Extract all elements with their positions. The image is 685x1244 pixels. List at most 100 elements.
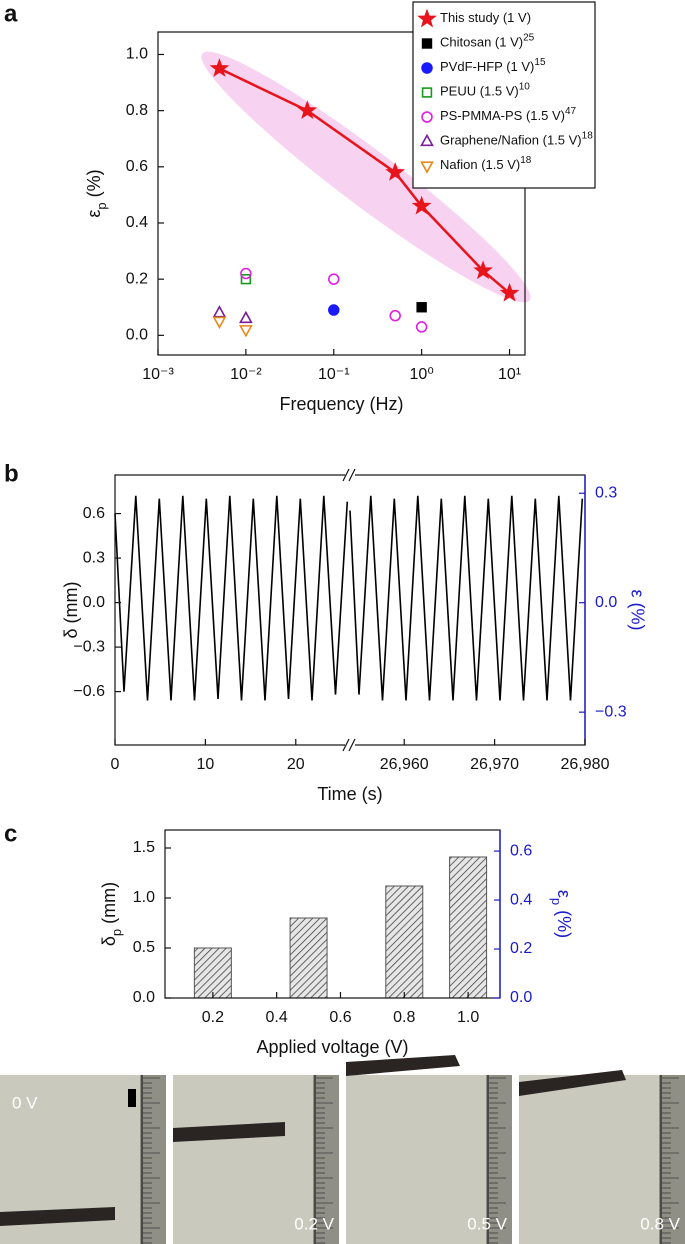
bar bbox=[385, 885, 424, 999]
bar bbox=[449, 856, 488, 999]
marker bbox=[240, 267, 252, 280]
bar bbox=[193, 947, 232, 999]
legend-box bbox=[412, 1, 596, 189]
x-tick-label: 0 bbox=[111, 756, 120, 773]
axis-break-gap bbox=[345, 472, 355, 478]
legend-label: PVdF-HFP (1 V)15 bbox=[440, 57, 546, 74]
plot-frame bbox=[157, 31, 526, 356]
y-tick-label: 0.3 bbox=[83, 549, 105, 566]
actuator-strip bbox=[519, 1070, 626, 1096]
y2-tick-label: 0.6 bbox=[510, 842, 532, 859]
label-part: (%) bbox=[554, 905, 574, 938]
label-part: (mm) bbox=[99, 882, 119, 929]
signal-line bbox=[114, 495, 584, 701]
marker bbox=[416, 302, 427, 313]
x-tick-label: 10¹ bbox=[498, 366, 521, 383]
y-tick-label: 0.5 bbox=[133, 939, 155, 956]
photo-label: 0.2 V bbox=[294, 1214, 334, 1233]
x-axis-title: Frequency (Hz) bbox=[279, 394, 403, 414]
legend-name: Graphene/Nafion (1.5 V) bbox=[440, 133, 582, 148]
panel-1: b 0 10 20 26,960 26,970 26,980 0.6 0.3 0.0 −0.3 −0.… bbox=[4, 460, 647, 803]
y-tick-label: 0.8 bbox=[126, 102, 148, 119]
legend-ref: 10 bbox=[519, 82, 531, 93]
legend-name: PEUU (1.5 V) bbox=[440, 84, 519, 99]
x-tick-label: 26,960 bbox=[380, 756, 429, 773]
x-tick-label: 26,980 bbox=[561, 756, 610, 773]
y-tick-label: 1.0 bbox=[133, 889, 155, 906]
scale-bar bbox=[128, 1089, 136, 1107]
axis-break-gap bbox=[345, 742, 355, 748]
x-tick-label: 10⁻³ bbox=[142, 366, 174, 383]
marker bbox=[499, 282, 520, 302]
actuator-strip bbox=[0, 1207, 115, 1226]
label-part: ε bbox=[554, 890, 574, 898]
x-tick-label: 26,970 bbox=[470, 756, 519, 773]
legend-name: Nafion (1.5 V) bbox=[440, 157, 520, 172]
marker bbox=[389, 309, 401, 322]
legend-marker bbox=[421, 62, 433, 74]
y2-axis-title: εp (%) bbox=[549, 890, 574, 938]
legend-name: PVdF-HFP (1 V) bbox=[440, 59, 534, 74]
x-tick-label: 10 bbox=[196, 756, 214, 773]
x-tick-label: 10⁻² bbox=[230, 366, 262, 383]
label-part: δ bbox=[99, 936, 119, 946]
legend-ref: 15 bbox=[534, 57, 546, 68]
label-part: p bbox=[549, 898, 564, 905]
photo bbox=[346, 1075, 512, 1244]
marker bbox=[415, 321, 428, 333]
label-part: p bbox=[109, 929, 124, 936]
marker bbox=[385, 162, 406, 181]
legend-marker bbox=[421, 87, 433, 98]
y2-tick-label: −0.3 bbox=[595, 703, 627, 720]
marker bbox=[239, 310, 253, 324]
legend-label: Nafion (1.5 V)18 bbox=[440, 155, 532, 172]
photo bbox=[173, 1075, 339, 1244]
y-tick-label: −0.3 bbox=[73, 638, 105, 655]
axis-break-mark bbox=[342, 738, 350, 752]
x-tick-label: 10⁰ bbox=[410, 366, 434, 383]
legend-label: This study (1 V) bbox=[440, 10, 531, 25]
bar bbox=[289, 917, 328, 999]
x-axis-title: Applied voltage (V) bbox=[256, 1037, 408, 1057]
panel-letter: a bbox=[4, 0, 18, 27]
legend-ref: 18 bbox=[582, 131, 594, 142]
x-tick-label: 1.0 bbox=[457, 1009, 479, 1026]
y-tick-label: 1.0 bbox=[126, 46, 148, 63]
legend-marker bbox=[421, 111, 433, 123]
legend-ref: 47 bbox=[565, 106, 577, 117]
y-axis-title: δ (mm) bbox=[61, 582, 81, 639]
y-tick-label: −0.6 bbox=[73, 683, 105, 700]
label-part: ε bbox=[84, 210, 104, 218]
marker bbox=[209, 58, 230, 77]
x-tick-label: 20 bbox=[287, 756, 305, 773]
y2-tick-label: 0.0 bbox=[510, 989, 532, 1006]
actuator-strip bbox=[173, 1122, 285, 1142]
marker bbox=[328, 273, 340, 285]
y-tick-label: 1.5 bbox=[133, 839, 155, 856]
legend-marker bbox=[420, 133, 434, 147]
photo bbox=[519, 1075, 685, 1244]
photo-label: 0 V bbox=[12, 1093, 38, 1112]
legend-label: Chitosan (1 V)25 bbox=[440, 33, 535, 50]
legend-label: PEUU (1.5 V)10 bbox=[440, 82, 530, 99]
x-tick-label: 10⁻¹ bbox=[318, 366, 350, 383]
legend-label: Graphene/Nafion (1.5 V)18 bbox=[440, 131, 593, 148]
marker bbox=[240, 273, 252, 285]
legend-name: PS-PMMA-PS (1.5 V) bbox=[440, 108, 565, 123]
legend-marker bbox=[421, 38, 433, 49]
panel-2: c 0.2 0.4 0.6 0.8 1.0 0.0 0.5 1.0 1.5 0.0 0.2 0.4 0.6… bbox=[4, 820, 574, 1056]
y-tick-label: 0.4 bbox=[126, 214, 148, 231]
legend-marker bbox=[420, 161, 434, 174]
y2-tick-label: 0.0 bbox=[595, 594, 617, 611]
axis-break-mark bbox=[342, 468, 350, 482]
y-axis-title: δp (mm) bbox=[99, 882, 124, 946]
marker bbox=[473, 260, 493, 280]
y-axis-title: εp (%) bbox=[84, 169, 109, 217]
marker bbox=[328, 304, 340, 316]
legend-ref: 18 bbox=[520, 155, 532, 166]
legend-marker bbox=[417, 8, 437, 28]
y-tick-label: 0.0 bbox=[83, 594, 105, 611]
marker bbox=[212, 305, 227, 318]
x-axis-title: Time (s) bbox=[317, 784, 382, 804]
